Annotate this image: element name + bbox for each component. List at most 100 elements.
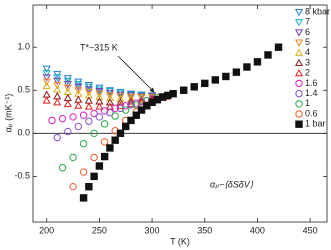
data-point — [95, 162, 104, 170]
data-point — [90, 172, 98, 181]
legend-label: 3 — [305, 57, 310, 67]
data-point — [116, 89, 125, 98]
data-point — [53, 133, 61, 142]
data-point — [53, 74, 62, 82]
data-point — [79, 139, 88, 148]
data-point — [116, 94, 125, 102]
data-point — [222, 72, 230, 81]
data-point — [137, 106, 146, 114]
y-tick-label: -0.5 — [14, 171, 30, 181]
y-tick-label: 1.0 — [17, 42, 30, 52]
data-point — [122, 122, 130, 131]
data-point — [42, 78, 51, 86]
data-point — [42, 90, 51, 98]
legend-label: 1.6 — [305, 78, 318, 88]
data-point — [105, 93, 114, 102]
data-point — [105, 88, 114, 96]
data-point — [179, 86, 188, 94]
data-point — [95, 92, 104, 101]
data-point — [53, 70, 62, 79]
legend-marker — [294, 29, 304, 37]
legend-label: 7 — [305, 17, 310, 27]
data-point — [53, 98, 62, 106]
data-point — [84, 82, 93, 90]
data-point — [126, 97, 136, 105]
legend-label: 6 — [305, 27, 310, 37]
data-point — [79, 194, 88, 202]
data-point — [106, 144, 114, 152]
x-tick-label: 250 — [92, 225, 107, 235]
legend-label: 5 — [305, 37, 310, 47]
legend-label: 1 bar — [305, 119, 326, 129]
data-point — [116, 93, 125, 101]
x-tick-label: 400 — [250, 225, 265, 235]
data-point — [79, 168, 88, 176]
data-point — [63, 99, 72, 108]
legend-marker — [294, 48, 304, 56]
data-point — [137, 97, 146, 106]
data-point — [64, 127, 72, 136]
data-point — [95, 84, 104, 92]
data-point — [63, 84, 72, 92]
annotation-arrow — [117, 55, 155, 93]
data-point — [84, 88, 93, 97]
data-point — [79, 111, 88, 119]
data-point — [201, 79, 209, 88]
data-point — [126, 92, 136, 100]
legend-marker — [295, 100, 303, 108]
data-point — [63, 81, 72, 89]
data-point — [106, 108, 114, 117]
y-tick-label: 0.5 — [17, 85, 30, 95]
legend-label: 4 — [305, 47, 310, 57]
data-point — [132, 111, 140, 119]
x-axis-label: T (K) — [170, 236, 190, 246]
legend-marker — [294, 58, 304, 67]
data-point — [58, 164, 67, 172]
legend-label: 2 — [305, 68, 310, 78]
data-point — [126, 99, 136, 108]
data-point — [90, 109, 98, 118]
data-point — [126, 94, 136, 102]
data-point — [58, 114, 67, 123]
legend-marker — [295, 110, 303, 118]
data-point — [137, 94, 146, 102]
data-point — [42, 69, 51, 78]
data-point — [74, 95, 83, 103]
y-tick-label: 0.0 — [17, 128, 30, 138]
data-point — [42, 65, 51, 73]
x-tick-label: 200 — [39, 225, 54, 235]
data-point — [95, 113, 104, 121]
data-point — [69, 113, 77, 121]
data-point — [127, 101, 135, 109]
data-point — [253, 58, 262, 66]
data-point — [211, 76, 220, 84]
data-point — [53, 92, 62, 100]
data-point — [105, 98, 114, 106]
data-point — [74, 122, 83, 131]
data-point — [90, 129, 98, 138]
data-point — [100, 138, 109, 146]
data-point — [74, 83, 83, 92]
data-point — [100, 107, 109, 115]
data-point — [85, 182, 93, 191]
data-point — [169, 89, 177, 98]
legend-label: 8 kbar — [305, 6, 330, 16]
legend-marker — [294, 68, 304, 77]
data-point — [53, 85, 62, 93]
data-point — [111, 104, 119, 113]
data-point — [84, 102, 93, 110]
data-point — [100, 120, 109, 128]
data-point — [111, 112, 119, 120]
data-point — [111, 136, 119, 144]
data-point — [116, 104, 125, 113]
data-point — [232, 68, 241, 76]
data-point — [53, 77, 62, 86]
data-point — [105, 92, 114, 100]
data-point — [122, 106, 130, 114]
plot-frame — [32, 4, 328, 223]
legend-marker — [294, 39, 304, 47]
y-axis-label: αₚ (mK⁻¹) — [3, 94, 13, 133]
data-point — [42, 81, 51, 90]
data-point — [264, 51, 272, 59]
